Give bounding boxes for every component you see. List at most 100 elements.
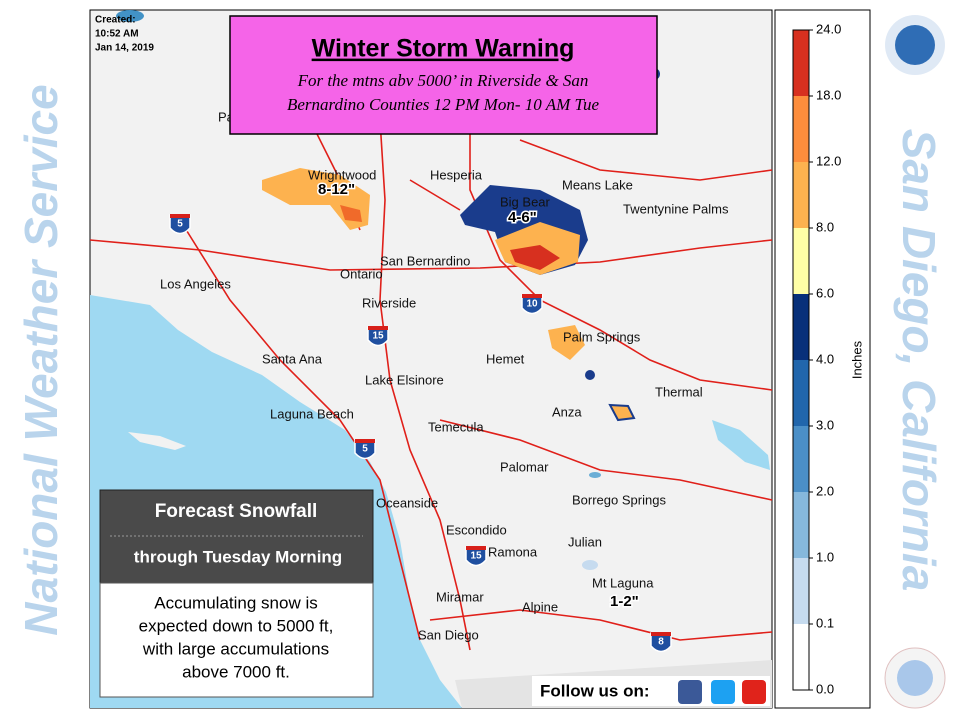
snow-area — [608, 403, 636, 422]
place-label: Alpine — [522, 599, 558, 614]
warning-line: Bernardino Counties 12 PM Mon- 10 AM Tue — [287, 95, 600, 114]
legend-swatch — [793, 30, 809, 96]
place-label: Borrego Springs — [572, 492, 666, 507]
info-body-box — [99, 582, 374, 698]
footer-text: Follow us on: — [540, 681, 650, 700]
snow-area — [116, 10, 144, 22]
nws-logo-inner — [897, 660, 933, 696]
twitter-icon[interactable] — [711, 680, 735, 704]
warning-box — [229, 15, 658, 135]
snow-area — [589, 472, 601, 478]
legend-label: 8.0 — [816, 219, 834, 234]
highway-shield — [650, 632, 672, 653]
highway-shield — [367, 326, 389, 347]
road — [89, 239, 773, 271]
legend-label: 4.0 — [816, 351, 834, 366]
legend-label: 0.0 — [816, 681, 834, 696]
legend-swatch — [793, 492, 809, 558]
legend-swatch — [793, 558, 809, 624]
highway-shield-top — [368, 326, 388, 330]
amount-label: 4-6" — [508, 209, 537, 226]
place-label: Thermal — [655, 384, 703, 399]
amount-label: 8-12" — [318, 181, 355, 198]
legend-swatch — [793, 162, 809, 228]
legend-swatch — [793, 624, 809, 690]
legend-label: 18.0 — [816, 87, 841, 102]
youtube-icon[interactable] — [742, 680, 766, 704]
info-body: Accumulating snow is — [154, 593, 317, 612]
place-label: Temecula — [428, 419, 484, 434]
island — [128, 432, 186, 450]
road — [179, 219, 421, 641]
legend-unit: Inches — [849, 340, 864, 379]
info-body: above 7000 ft. — [182, 662, 290, 681]
highway-shield-top — [355, 439, 375, 443]
side-title-left: National Weather Service — [15, 84, 67, 635]
snow-area — [548, 325, 585, 360]
created-date: Jan 14, 2019 — [95, 43, 154, 54]
legend-label: 12.0 — [816, 153, 841, 168]
legend-swatch — [793, 426, 809, 492]
place-label: Ramona — [488, 544, 538, 559]
highway-number: 10 — [526, 299, 538, 310]
place-label: San Diego — [418, 627, 479, 642]
legend-label: 0.1 — [816, 615, 834, 630]
place-label: Lake Elsinore — [365, 372, 444, 387]
place-label: Palm Springs — [563, 329, 641, 344]
highway-shield-top — [522, 294, 542, 298]
highway-number: 5 — [177, 219, 183, 230]
place-label: Santa Ana — [262, 351, 323, 366]
legend-swatch — [793, 228, 809, 294]
place-label: Hesperia — [430, 167, 483, 182]
info-subtitle: through Tuesday Morning — [134, 547, 342, 566]
warning-title: Winter Storm Warning — [312, 35, 575, 63]
snow — [116, 10, 660, 570]
place-label: Mt Laguna — [592, 575, 654, 590]
highway-number: 15 — [372, 331, 384, 342]
place-label: Miramar — [436, 589, 484, 604]
highway-number: 5 — [362, 444, 368, 455]
road — [519, 139, 773, 181]
place-label: Palomar — [500, 459, 549, 474]
highway-number: 8 — [658, 637, 664, 648]
legend-swatch — [793, 96, 809, 162]
highway-shield — [169, 214, 191, 235]
highway-shield-top — [651, 632, 671, 636]
place-label: Oceanside — [376, 495, 438, 510]
place-label: Los Angeles — [160, 276, 231, 291]
snow-area — [262, 168, 370, 230]
created-label: Created: — [95, 15, 136, 26]
side-title-right: San Diego, California — [893, 129, 945, 592]
place-label: Riverside — [362, 295, 416, 310]
place-label: Escondido — [446, 522, 507, 537]
legend-frame — [774, 9, 871, 709]
highway-shield — [521, 294, 543, 315]
place-label: Anza — [552, 404, 582, 419]
facebook-icon[interactable] — [678, 680, 702, 704]
salton-sea — [712, 420, 770, 470]
legend-swatch — [793, 294, 809, 360]
legend-label: 3.0 — [816, 417, 834, 432]
place-label: Twentynine Palms — [623, 201, 729, 216]
info-body: with large accumulations — [142, 639, 329, 658]
highway-shield-top — [170, 214, 190, 218]
legend-label: 6.0 — [816, 285, 834, 300]
road — [379, 119, 471, 651]
amount-label: 1-2" — [610, 593, 639, 610]
warning-line: For the mtns abv 5000’ in Riverside & Sa… — [297, 71, 589, 90]
place-label: Wrightwood — [308, 167, 376, 182]
road — [429, 609, 773, 641]
snow-area — [582, 560, 598, 570]
snow-area — [585, 370, 595, 380]
legend-swatch — [793, 360, 809, 426]
highways: 5 15 10 5 15 8 — [169, 214, 672, 653]
place-label: Julian — [568, 534, 602, 549]
road — [439, 419, 773, 501]
highway-shield — [354, 439, 376, 460]
legend-label: 1.0 — [816, 549, 834, 564]
place-label: Big Bear — [500, 194, 551, 209]
highway-shield-top — [466, 546, 486, 550]
place-label: Means Lake — [562, 177, 633, 192]
